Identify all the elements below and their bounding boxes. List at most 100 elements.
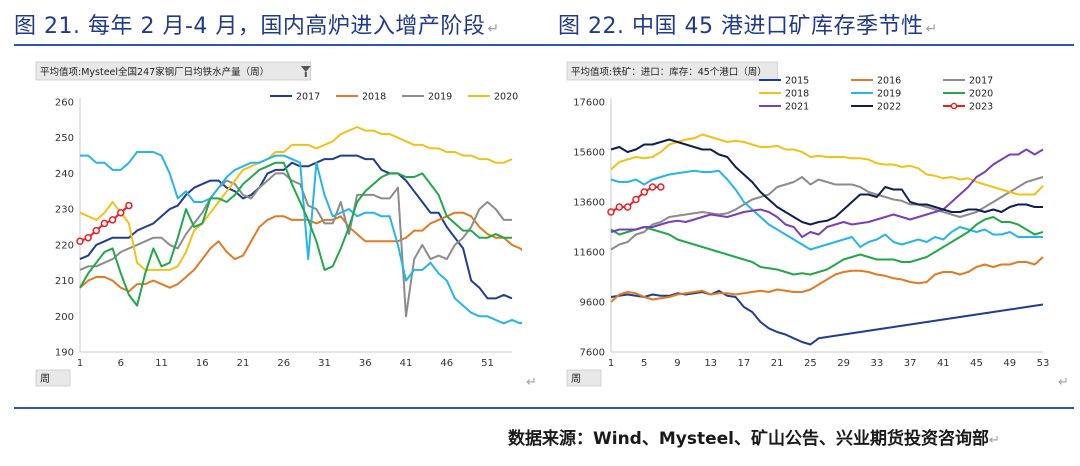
x-tick-label: 49 [1003,358,1016,369]
heading-left-text: 图 21. 每年 2 月-4 月，国内高炉进入增产阶段 [14,14,486,39]
y-tick-label: 200 [55,312,74,323]
series-marker-2023 [640,188,648,196]
chart-title: 平均值项:铁矿：进口：库存：45个港口（周） [571,66,767,78]
y-tick-label: 17600 [573,98,605,109]
x-tick-label: 41 [400,358,413,369]
series-marker-2023 [648,183,657,191]
source-text: 数据来源：Wind、Mysteel、矿山公告、兴业期货投资咨询部 [508,429,989,449]
y-tick-label: 9600 [580,298,605,309]
x-tick-label: 1 [608,358,614,369]
legend-label-2015: 2015 [785,76,809,87]
series-marker-2023 [92,226,101,235]
series-line-2017 [79,154,513,300]
legend-label-2018: 2018 [362,92,386,103]
x-axis-label: 周 [571,373,581,385]
y-tick-label: 250 [55,133,74,144]
series-marker-2023 [607,208,615,216]
x-tick-label: 36 [359,358,372,369]
series-marker-2023 [117,208,125,217]
x-tick-label: 6 [118,358,124,369]
legend-label-2019: 2019 [877,89,901,100]
x-tick-label: 1 [77,358,83,369]
chart-left: 平均值项:Mysteel全国247家钢厂日均铁水产量（周） 190 200 210 22… [35,61,522,387]
top-rule [14,44,1074,46]
legend-label-2020: 2020 [494,92,518,103]
filter-icon-stem [304,72,307,77]
series-line-2020 [79,126,513,271]
x-tick-label: 5 [641,358,647,369]
y-tick-label: 230 [55,205,74,216]
legend-label-2023: 2023 [969,102,993,113]
x-tick-label: 21 [771,358,784,369]
heading-left: 图 21. 每年 2 月-4 月，国内高炉进入增产阶段 ↵ [14,8,500,40]
heading-right-text: 图 22. 中国 45 港进口矿库存季节性 [558,14,924,39]
series-line-2015 [610,289,1044,346]
chart-title-box [35,61,312,81]
y-tick-label: 240 [55,169,74,180]
series-marker-2023 [108,216,117,224]
series-line-2020 [79,161,512,307]
x-tick-label: 46 [440,358,453,369]
x-axis-label-box [566,369,602,387]
series-line-2019 [79,172,512,318]
x-tick-label: 16 [196,358,209,369]
x-axis-label-box [35,369,71,387]
x-tick-label: 45 [970,358,983,369]
legend-label-2022: 2022 [877,102,901,113]
series-marker-2023 [100,219,109,228]
x-axis-label: 周 [40,373,50,385]
return-icon: ↵ [988,433,1000,448]
x-tick-label: 33 [870,358,883,369]
series-line-2019 [80,151,522,325]
legend-label-2016: 2016 [877,76,901,87]
series-marker-2023 [657,183,665,191]
x-tick-label: 21 [237,358,250,369]
filter-icon [300,66,311,72]
series-line-2016 [610,256,1044,303]
x-tick-label: 29 [837,358,850,369]
x-tick-label: 37 [904,358,917,369]
x-tick-label: 17 [738,358,751,369]
series-line-2022 [610,138,1043,226]
x-tick-label: 31 [318,358,331,369]
return-icon: ↵ [1058,375,1069,390]
series-marker-2023 [615,203,624,211]
series-line-2021 [610,148,1044,238]
return-icon: ↵ [526,375,537,390]
legend-label-2018: 2018 [785,89,809,100]
legend-marker-2023 [950,102,958,110]
chart-title: 平均值项:Mysteel全国247家钢厂日均铁水产量（周） [40,66,269,78]
series-marker-2023 [76,237,84,246]
legend-label-2017: 2017 [969,76,993,87]
y-tick-label: 220 [55,240,74,251]
series-line-2017 [610,176,1044,251]
return-icon: ↵ [487,21,500,37]
return-icon: ↵ [925,21,938,37]
legend-label-2019: 2019 [428,92,452,103]
y-tick-label: 190 [55,348,74,359]
x-tick-label: 53 [1037,358,1050,369]
legend-label-2017: 2017 [296,92,320,103]
x-tick-label: 51 [481,358,494,369]
y-tick-label: 11600 [573,248,605,259]
heading-right: 图 22. 中国 45 港进口矿库存季节性 ↵ [558,8,938,40]
series-marker-2023 [84,233,92,242]
series-marker-2023 [632,195,640,204]
y-tick-label: 13600 [573,198,605,209]
series-line-2018 [610,133,1044,196]
series-marker-2023 [623,203,632,211]
y-tick-label: 210 [55,276,74,287]
x-tick-label: 9 [674,358,680,369]
source-note: 数据来源：Wind、Mysteel、矿山公告、兴业期货投资咨询部↵ [508,424,1000,449]
legend-label-2021: 2021 [785,102,809,113]
x-tick-label: 26 [277,358,290,369]
x-tick-label: 25 [804,358,817,369]
chart-title-box [566,61,778,81]
y-tick-label: 15600 [573,148,605,159]
series-line-2020 [610,216,1044,276]
bottom-rule [14,407,1074,409]
legend-label-2020: 2020 [969,89,993,100]
y-tick-label: 7600 [580,348,605,359]
x-tick-label: 41 [937,358,950,369]
y-tick-label: 260 [55,98,74,109]
